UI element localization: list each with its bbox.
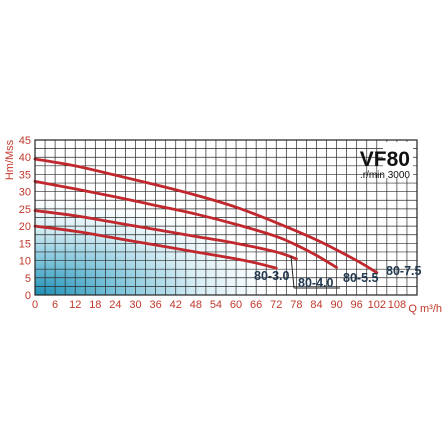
series-line-80-3.0 <box>33 224 278 270</box>
x-tick-label: 24 <box>109 299 121 311</box>
x-tick-label: 96 <box>351 299 363 311</box>
series-line-80-5.5 <box>33 179 338 269</box>
x-tick-labels: 0 6 12 18 24 30 36 42 48 54 60 66 72 78 84 90 96 102 108 <box>32 299 406 311</box>
y-tick-label: 20 <box>19 221 31 233</box>
chart-title: VF80 <box>360 148 410 171</box>
grid <box>35 140 417 295</box>
x-tick-label: 36 <box>150 299 162 311</box>
x-tick-label: 18 <box>89 299 101 311</box>
y-tick-label: 5 <box>25 273 31 285</box>
x-tick-label: 90 <box>330 299 342 311</box>
series-line-80-4.0 <box>33 209 298 261</box>
x-tick-label: 66 <box>250 299 262 311</box>
y-tick-label: 35 <box>19 169 31 181</box>
y-tick-label: 10 <box>19 256 31 268</box>
plot-frame <box>34 139 418 296</box>
y-tick-label: 30 <box>19 187 31 199</box>
x-tick-label: 12 <box>69 299 81 311</box>
y-tick-label: 45 <box>19 135 31 147</box>
curve-label-80-3.0: 80-3.0 <box>254 269 289 283</box>
x-tick-label: 84 <box>310 299 322 311</box>
x-tick-label: 42 <box>170 299 182 311</box>
leader-line-80-4.0 <box>290 255 295 289</box>
chart-subtitle: .r/min 3000 <box>360 170 410 181</box>
x-tick-label: 6 <box>52 299 58 311</box>
model-box <box>383 142 413 178</box>
y-tick-label: 15 <box>19 238 31 250</box>
y-axis-title: Hm/Mss <box>4 139 16 180</box>
x-tick-label: 108 <box>388 299 406 311</box>
x-tick-label: 60 <box>230 299 242 311</box>
y-tick-label: 0 <box>25 290 31 302</box>
y-tick-labels: 0 5 10 15 20 25 30 35 40 45 <box>19 135 31 302</box>
curve-label-80-5.5: 80-5.5 <box>343 271 378 285</box>
curve-label-80-7.5: 80-7.5 <box>386 264 421 278</box>
y-tick-label: 25 <box>19 204 31 216</box>
x-tick-label: 78 <box>290 299 302 311</box>
x-tick-label: 102 <box>368 299 386 311</box>
series-line-80-7.5 <box>33 157 379 275</box>
x-tick-label: 72 <box>270 299 282 311</box>
x-tick-label: 54 <box>210 299 222 311</box>
y-tick-label: 40 <box>19 152 31 164</box>
x-tick-label: 48 <box>190 299 202 311</box>
curves <box>33 157 379 275</box>
x-axis-title: Q m³/h <box>408 303 442 315</box>
curve-label-80-4.0: 80-4.0 <box>298 276 333 290</box>
x-tick-label: 0 <box>32 299 38 311</box>
x-tick-label: 30 <box>129 299 141 311</box>
